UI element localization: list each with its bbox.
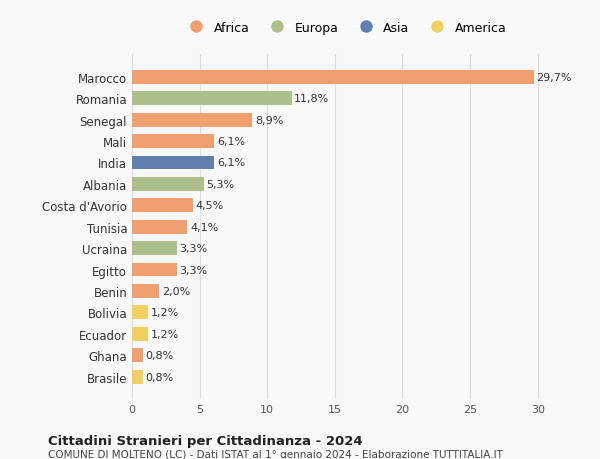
Text: 1,2%: 1,2% xyxy=(151,308,179,318)
Text: Cittadini Stranieri per Cittadinanza - 2024: Cittadini Stranieri per Cittadinanza - 2… xyxy=(48,434,362,447)
Bar xyxy=(132,92,292,106)
Bar xyxy=(132,370,143,384)
Bar xyxy=(132,135,214,149)
Bar xyxy=(132,199,193,213)
Text: 6,1%: 6,1% xyxy=(217,158,245,168)
Bar xyxy=(132,263,176,277)
Bar xyxy=(132,113,253,127)
Bar xyxy=(132,241,176,256)
Text: 6,1%: 6,1% xyxy=(217,137,245,147)
Text: 5,3%: 5,3% xyxy=(206,179,235,190)
Legend: Africa, Europa, Asia, America: Africa, Europa, Asia, America xyxy=(179,17,511,39)
Text: 0,8%: 0,8% xyxy=(146,372,174,382)
Text: 2,0%: 2,0% xyxy=(162,286,190,296)
Bar xyxy=(132,284,159,298)
Bar xyxy=(132,306,148,319)
Text: 4,5%: 4,5% xyxy=(196,201,224,211)
Text: COMUNE DI MOLTENO (LC) - Dati ISTAT al 1° gennaio 2024 - Elaborazione TUTTITALIA: COMUNE DI MOLTENO (LC) - Dati ISTAT al 1… xyxy=(48,449,503,459)
Bar xyxy=(132,348,143,362)
Bar xyxy=(132,327,148,341)
Text: 3,3%: 3,3% xyxy=(179,265,208,275)
Bar xyxy=(132,71,533,84)
Text: 8,9%: 8,9% xyxy=(255,115,283,125)
Text: 4,1%: 4,1% xyxy=(190,222,218,232)
Bar xyxy=(132,220,187,234)
Bar xyxy=(132,156,214,170)
Text: 0,8%: 0,8% xyxy=(146,350,174,360)
Bar xyxy=(132,178,203,191)
Text: 11,8%: 11,8% xyxy=(294,94,329,104)
Text: 29,7%: 29,7% xyxy=(536,73,572,83)
Text: 3,3%: 3,3% xyxy=(179,244,208,253)
Text: 1,2%: 1,2% xyxy=(151,329,179,339)
